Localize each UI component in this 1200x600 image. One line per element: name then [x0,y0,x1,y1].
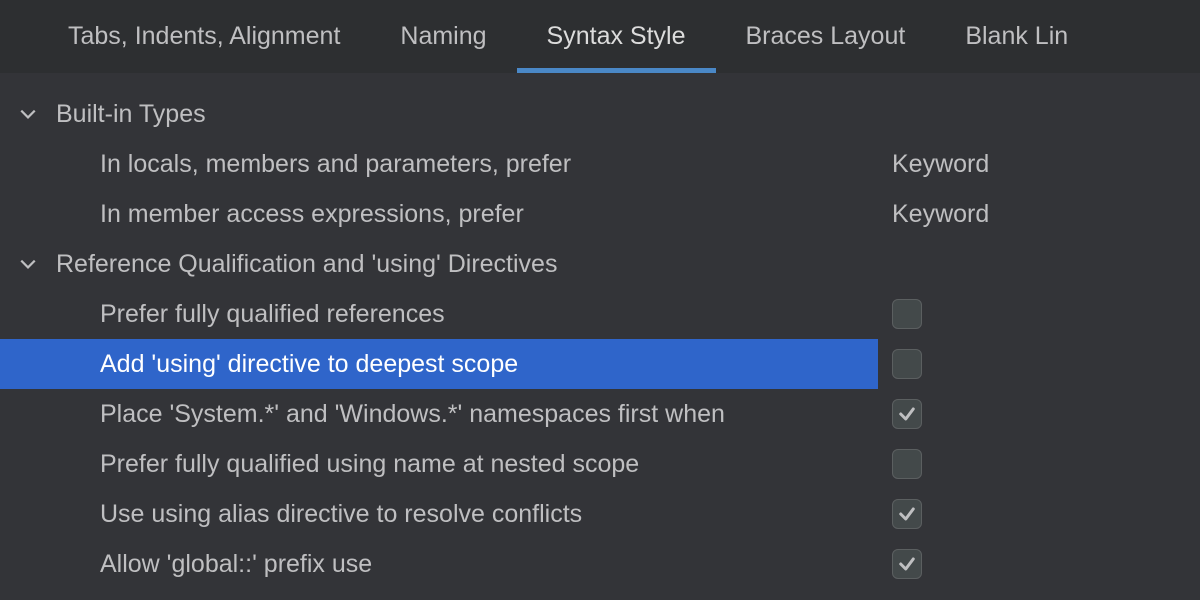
tab-blank-lines[interactable]: Blank Lin [935,0,1098,73]
option-label: Place 'System.*' and 'Windows.*' namespa… [56,400,725,429]
section-title: Reference Qualification and 'using' Dire… [56,250,557,279]
option-place-system-windows-first[interactable]: Place 'System.*' and 'Windows.*' namespa… [0,389,1200,439]
option-label: Prefer fully qualified references [56,300,445,329]
option-prefer-fully-qualified-references[interactable]: Prefer fully qualified references [0,289,1200,339]
tab-braces-layout[interactable]: Braces Layout [716,0,936,73]
option-builtin-locals[interactable]: In locals, members and parameters, prefe… [0,139,1200,189]
option-add-using-deepest-scope[interactable]: Add 'using' directive to deepest scope [0,339,1200,389]
tab-label: Syntax Style [547,22,686,51]
option-checkbox[interactable] [892,549,922,579]
tab-bar: Tabs, Indents, Alignment Naming Syntax S… [0,0,1200,73]
option-checkbox[interactable] [892,499,922,529]
tab-syntax-style[interactable]: Syntax Style [517,0,716,73]
option-label: Add 'using' directive to deepest scope [56,350,518,379]
section-header-reference-qualification[interactable]: Reference Qualification and 'using' Dire… [0,239,1200,289]
section-title: Built-in Types [56,100,206,129]
tab-naming[interactable]: Naming [370,0,516,73]
tab-tabs-indents-alignment[interactable]: Tabs, Indents, Alignment [38,0,370,73]
option-checkbox[interactable] [892,449,922,479]
chevron-down-icon [19,255,37,273]
option-use-using-alias[interactable]: Use using alias directive to resolve con… [0,489,1200,539]
option-value: Keyword [892,200,989,229]
tab-label: Braces Layout [746,22,906,51]
section-header-builtin-types[interactable]: Built-in Types [0,89,1200,139]
option-checkbox[interactable] [892,399,922,429]
checkmark-icon [897,404,917,424]
checkmark-icon [897,504,917,524]
option-label: Use using alias directive to resolve con… [56,500,582,529]
option-label: Allow 'global::' prefix use [56,550,372,579]
option-builtin-member-access[interactable]: In member access expressions, prefer Key… [0,189,1200,239]
tab-label: Naming [400,22,486,51]
option-label: In member access expressions, prefer [56,200,524,229]
option-prefer-fully-qualified-nested[interactable]: Prefer fully qualified using name at nes… [0,439,1200,489]
option-value-dropdown[interactable]: Keyword [892,139,1192,189]
tab-label: Tabs, Indents, Alignment [68,22,340,51]
option-checkbox[interactable] [892,299,922,329]
option-label: Prefer fully qualified using name at nes… [56,450,639,479]
tab-label: Blank Lin [965,22,1068,51]
option-checkbox[interactable] [892,349,922,379]
checkmark-icon [897,554,917,574]
option-value: Keyword [892,150,989,179]
option-allow-global-prefix[interactable]: Allow 'global::' prefix use [0,539,1200,589]
chevron-down-icon [19,105,37,123]
settings-tree: Built-in Types In locals, members and pa… [0,73,1200,589]
option-label: In locals, members and parameters, prefe… [56,150,571,179]
option-value-dropdown[interactable]: Keyword [892,189,1192,239]
